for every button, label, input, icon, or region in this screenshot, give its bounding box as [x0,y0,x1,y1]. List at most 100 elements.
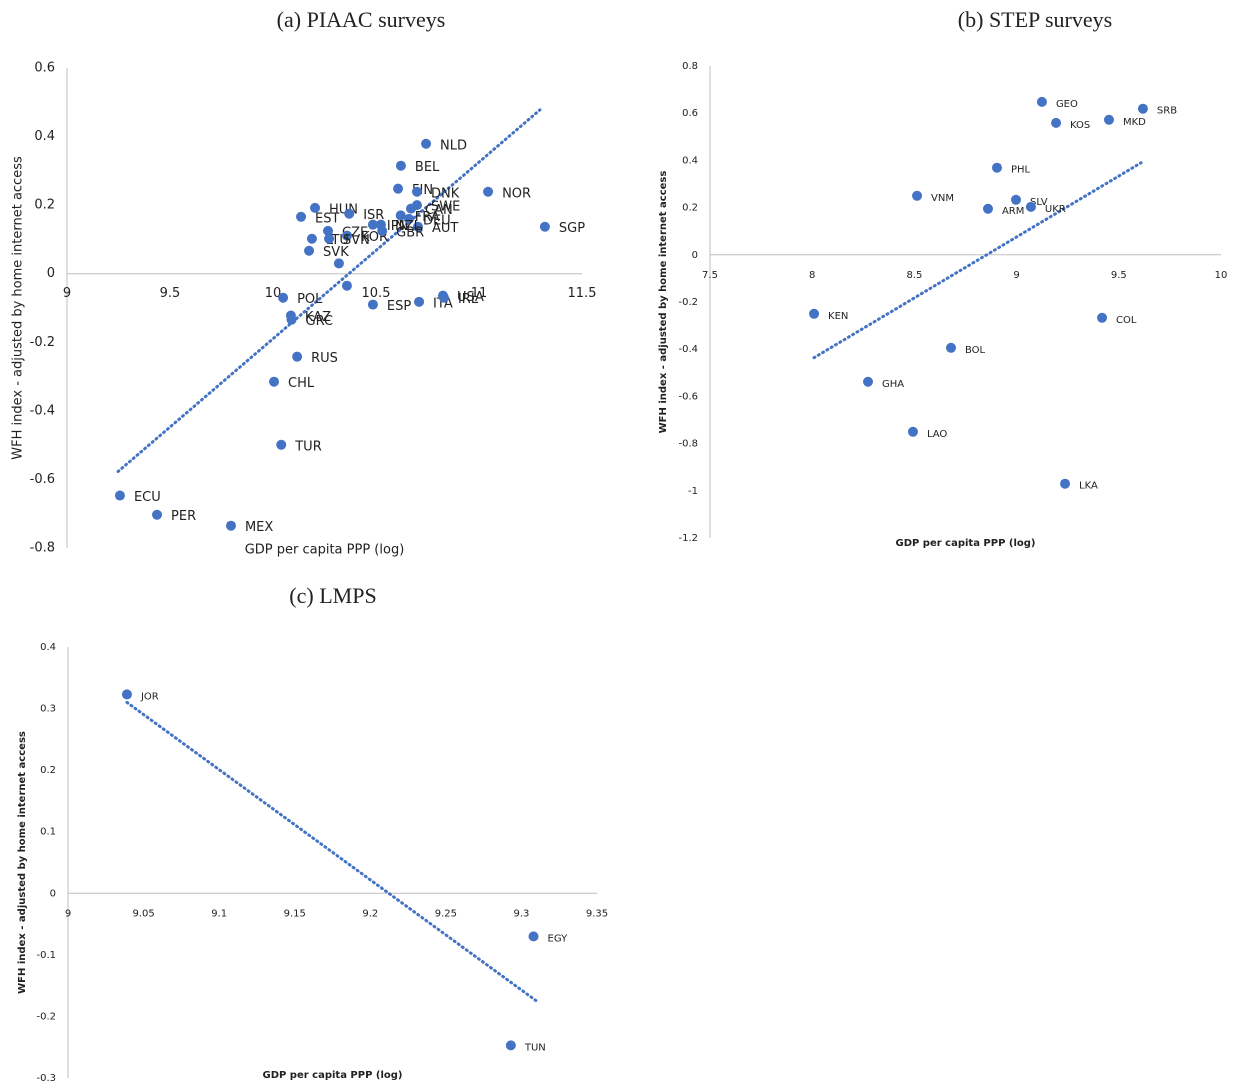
point-label: KEN [828,311,848,322]
point [863,376,874,387]
point-label: POL [297,292,323,307]
y-tick-label: -0.8 [30,541,55,556]
point-label: FRA [415,210,440,225]
point [114,490,125,501]
point [333,258,344,269]
x-tick-label: 9 [65,908,71,919]
point-label: EST [315,211,339,226]
point-label: JOR [140,691,159,702]
point [152,509,163,520]
point-label: ISR [363,208,384,223]
point [982,203,993,214]
y-tick-label: 0 [47,266,55,281]
point-label: PER [171,509,196,524]
point [1137,103,1148,114]
point [377,225,388,236]
point-label: VNM [931,193,954,204]
chart-title: (a) PIAAC surveys [277,7,446,32]
y-tick-label: 0.2 [40,765,56,776]
point [483,186,494,197]
point [413,221,424,232]
point-label: RUS [311,351,338,366]
point [809,308,820,319]
y-tick-label: -1 [688,486,698,497]
y-tick-label: 0.4 [34,129,55,144]
point-label: TUR [294,439,322,454]
point-label: NZL [395,219,422,234]
point-label: AUT [432,221,458,236]
point [344,208,355,219]
point [306,233,317,244]
point-label: LKA [1079,481,1098,492]
y-tick-label: -0.2 [36,1011,56,1022]
x-axis-title: GDP per capita PPP (log) [262,1070,402,1081]
x-tick-label: 9.5 [160,286,181,301]
y-tick-label: 0 [692,250,698,261]
y-tick-label: 0 [50,888,56,899]
point [395,210,406,221]
point-label: DNK [431,186,460,201]
point [505,1040,516,1051]
x-tick-label: 9.35 [586,908,608,919]
point-label: PHL [1011,165,1031,176]
point-label: GBR [396,225,424,240]
y-tick-label: -0.1 [36,950,56,961]
point [528,931,539,942]
point [406,203,417,214]
point [324,233,335,244]
y-tick-label: -0.4 [678,344,698,355]
point [539,221,550,232]
y-tick-label: 0.6 [34,61,55,76]
x-axis-title: GDP per capita PPP (log) [895,538,1035,549]
point [225,520,236,531]
point [310,202,321,213]
x-axis-title: GDP per capita PPP (log) [245,543,405,558]
x-tick-label: 11 [471,286,488,301]
point-label: UKR [1045,204,1066,215]
point-label: SGP [559,221,585,236]
point-label: SVN [343,233,370,248]
y-tick-label: -0.3 [36,1073,56,1084]
point-label: USA [457,290,484,305]
x-tick-label: 8 [809,270,815,281]
point-label: SLV [1030,197,1048,208]
point-label: ESP [387,299,411,314]
point-label: SWE [431,200,460,215]
point [1051,117,1062,128]
y-axis-title: WFH index - adjusted by home internet ac… [17,731,28,994]
point-label: GRC [306,314,334,329]
point [403,213,414,224]
x-tick-label: 9.3 [513,908,529,919]
y-tick-label: -0.6 [30,472,55,487]
point-label: IPN [387,219,408,234]
point [907,426,918,437]
chart-title: (b) STEP surveys [958,7,1112,32]
point [1010,194,1021,205]
y-tick-label: -0.8 [678,439,698,450]
point-label: NLD [440,138,467,153]
point [414,296,425,307]
point [1025,201,1036,212]
x-tick-label: 7.5 [702,270,718,281]
y-tick-label: -0.6 [678,391,698,402]
x-tick-label: 9.2 [362,908,378,919]
point [411,186,422,197]
point-label: MKD [1123,117,1146,128]
x-tick-label: 10.5 [362,286,391,301]
point-label: GHA [882,379,904,390]
point [367,299,378,310]
point-label: ARM [1002,206,1024,217]
point-label: IRL [458,292,479,307]
point [945,342,956,353]
point [269,376,280,387]
y-tick-label: -0.4 [30,403,55,418]
x-tick-label: 10 [265,286,282,301]
point [341,230,352,241]
x-tick-label: 9.5 [1111,270,1127,281]
point [393,183,404,194]
y-tick-label: -0.2 [678,297,698,308]
point-label: GEO [1056,99,1078,110]
trendline [812,161,1143,360]
point [285,310,296,321]
